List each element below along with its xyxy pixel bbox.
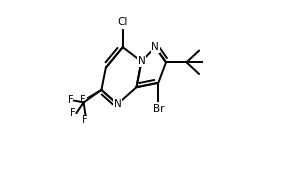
- Text: N: N: [137, 56, 145, 66]
- Text: N: N: [151, 42, 159, 52]
- Text: F: F: [82, 115, 88, 125]
- Text: N: N: [113, 99, 121, 109]
- Text: Br: Br: [153, 104, 164, 114]
- Text: F: F: [80, 95, 85, 105]
- Text: Cl: Cl: [117, 17, 128, 27]
- Text: F: F: [68, 95, 73, 105]
- Text: F: F: [70, 108, 76, 118]
